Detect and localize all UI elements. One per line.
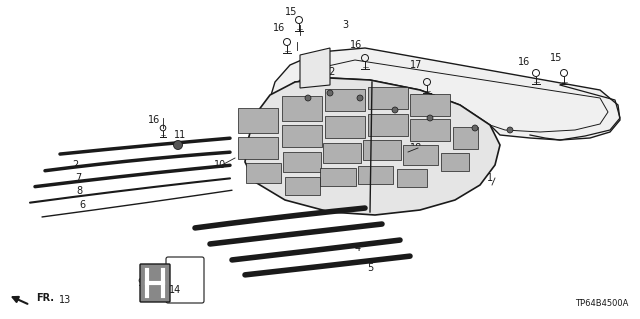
Text: 15: 15 bbox=[550, 53, 562, 63]
Text: 7: 7 bbox=[75, 173, 81, 183]
Text: 10: 10 bbox=[214, 160, 226, 170]
Polygon shape bbox=[300, 48, 330, 88]
Circle shape bbox=[472, 125, 478, 131]
Text: 17: 17 bbox=[410, 60, 422, 70]
Text: FR.: FR. bbox=[36, 293, 54, 303]
Polygon shape bbox=[245, 78, 500, 215]
Text: 16: 16 bbox=[148, 115, 160, 125]
Bar bbox=[325, 89, 365, 111]
Circle shape bbox=[427, 115, 433, 121]
Text: 6: 6 bbox=[79, 200, 85, 210]
Circle shape bbox=[327, 90, 333, 96]
Bar bbox=[410, 94, 450, 116]
Text: 14: 14 bbox=[169, 285, 181, 295]
Bar bbox=[368, 87, 408, 109]
FancyBboxPatch shape bbox=[140, 264, 170, 302]
Text: 1: 1 bbox=[487, 173, 493, 183]
Bar bbox=[320, 168, 356, 186]
Bar bbox=[358, 166, 392, 184]
Bar bbox=[441, 153, 469, 171]
Bar bbox=[397, 169, 427, 187]
Bar bbox=[285, 177, 319, 195]
Bar bbox=[323, 143, 361, 163]
Text: 16: 16 bbox=[350, 40, 362, 50]
Bar bbox=[282, 95, 322, 121]
Text: 11: 11 bbox=[174, 130, 186, 140]
Text: TP64B4500A: TP64B4500A bbox=[575, 299, 628, 308]
Circle shape bbox=[357, 95, 363, 101]
Text: 8: 8 bbox=[76, 186, 82, 196]
Bar bbox=[410, 119, 450, 141]
Text: 9: 9 bbox=[137, 278, 143, 288]
Bar bbox=[363, 140, 401, 160]
Polygon shape bbox=[265, 48, 620, 140]
Text: 13: 13 bbox=[59, 295, 71, 305]
Bar bbox=[403, 145, 438, 165]
Bar bbox=[325, 116, 365, 138]
Text: 2: 2 bbox=[72, 160, 78, 170]
Circle shape bbox=[305, 95, 311, 101]
Bar bbox=[452, 127, 477, 149]
Bar bbox=[282, 125, 322, 147]
Bar bbox=[246, 163, 280, 183]
Text: 16: 16 bbox=[518, 57, 530, 67]
Bar bbox=[238, 108, 278, 132]
Bar bbox=[283, 152, 321, 172]
Text: 18: 18 bbox=[410, 143, 422, 153]
Bar bbox=[368, 114, 408, 136]
Circle shape bbox=[392, 107, 398, 113]
Circle shape bbox=[173, 140, 182, 150]
Text: 15: 15 bbox=[285, 7, 297, 17]
Text: 12: 12 bbox=[324, 67, 336, 77]
Text: 4: 4 bbox=[355, 243, 361, 253]
Circle shape bbox=[507, 127, 513, 133]
Text: 16: 16 bbox=[273, 23, 285, 33]
Bar bbox=[238, 137, 278, 159]
Text: 3: 3 bbox=[342, 20, 348, 30]
Text: 5: 5 bbox=[367, 263, 373, 273]
